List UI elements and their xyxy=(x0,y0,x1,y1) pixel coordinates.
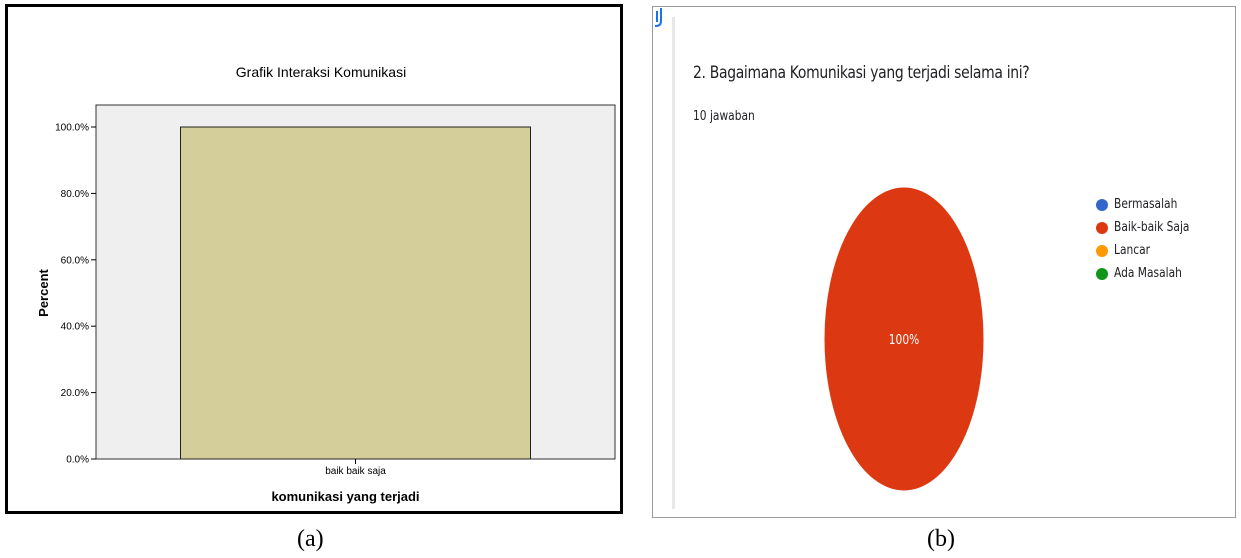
chart-title: Grafik Interaksi Komunikasi xyxy=(236,64,406,80)
card-left-rule xyxy=(672,17,675,509)
pie-chart: 100% xyxy=(823,186,985,492)
legend-swatch xyxy=(1096,198,1108,211)
legend-swatch xyxy=(1096,221,1108,234)
question-title: 2. Bagaimana Komunikasi yang terjadi sel… xyxy=(693,63,1030,83)
y-tick-label: 60.0% xyxy=(61,255,89,266)
x-tick-label: baik baik saja xyxy=(325,466,386,477)
copy-icon[interactable] xyxy=(653,7,663,29)
caption-a: (a) xyxy=(297,526,324,552)
bar-chart-panel: Grafik Interaksi Komunikasi 0.0% 20.0% 40.0… xyxy=(5,4,623,514)
legend-label: Lancar xyxy=(1114,243,1151,258)
legend-label: Ada Masalah xyxy=(1114,266,1182,281)
legend-swatch xyxy=(1096,267,1108,280)
y-axis-label: Percent xyxy=(36,268,51,316)
legend-label: Baik-baik Saja xyxy=(1114,220,1190,235)
y-tick-label: 40.0% xyxy=(61,322,89,333)
pie-slice xyxy=(823,186,985,492)
x-axis-label: komunikasi yang terjadi xyxy=(271,489,419,504)
legend-item: Ada Masalah xyxy=(1096,262,1206,285)
bar-chart: Grafik Interaksi Komunikasi 0.0% 20.0% 40.0… xyxy=(36,64,616,504)
legend-item: Baik-baik Saja xyxy=(1096,216,1206,239)
legend-item: Bermasalah xyxy=(1096,193,1206,216)
response-count: 10 jawaban xyxy=(693,109,755,124)
legend-item: Lancar xyxy=(1096,239,1206,262)
caption-b: (b) xyxy=(927,526,955,552)
y-tick-label: 100.0% xyxy=(55,123,89,134)
legend-label: Bermasalah xyxy=(1114,197,1178,212)
legend-swatch xyxy=(1096,244,1108,257)
bar xyxy=(180,126,531,460)
y-tick-label: 20.0% xyxy=(61,388,89,399)
pie-chart-panel: 2. Bagaimana Komunikasi yang terjadi sel… xyxy=(652,6,1236,518)
pie-legend: Bermasalah Baik-baik Saja Lancar Ada Masala… xyxy=(1096,193,1206,285)
y-tick-label: 0.0% xyxy=(66,455,89,466)
y-tick-label: 80.0% xyxy=(61,189,89,200)
pie-data-label: 100% xyxy=(889,332,919,347)
